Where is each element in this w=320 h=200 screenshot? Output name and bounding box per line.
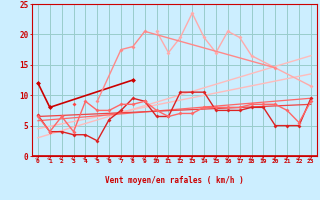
X-axis label: Vent moyen/en rafales ( km/h ): Vent moyen/en rafales ( km/h ) xyxy=(105,176,244,185)
